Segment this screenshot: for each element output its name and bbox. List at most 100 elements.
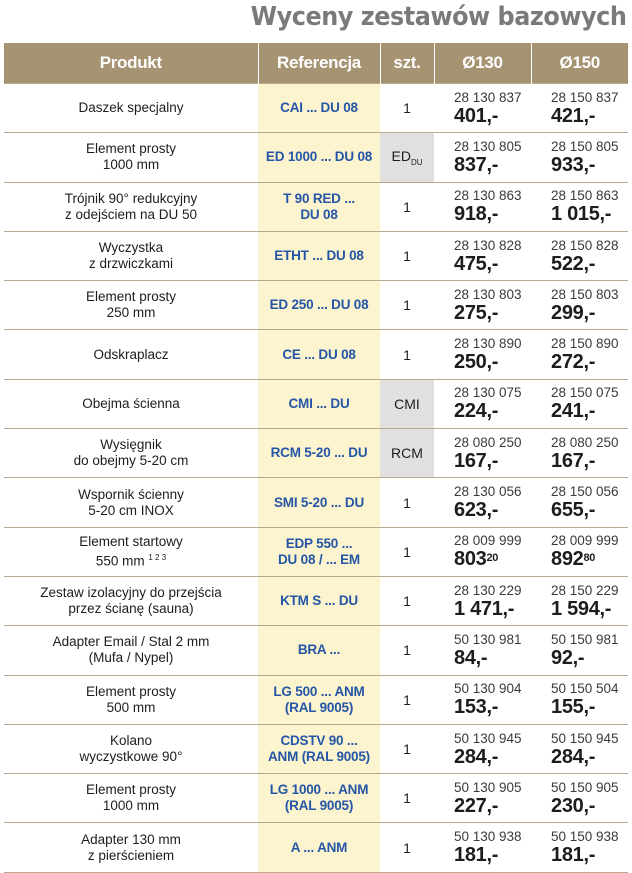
qty-value: 1 bbox=[403, 248, 411, 265]
qty-value: 1 bbox=[403, 691, 411, 708]
price-cell-150: 28 150 229 1 594,- bbox=[531, 575, 628, 626]
reference-line-1: ETHT ... DU 08 bbox=[274, 248, 364, 264]
qty-cell: RCM bbox=[380, 428, 434, 478]
price-cell-130: 28 130 837 401,- bbox=[434, 82, 531, 133]
price-150: 421,- bbox=[551, 104, 596, 127]
qty-cell: 1 bbox=[380, 82, 434, 133]
reference-line-1: RCM 5-20 ... DU bbox=[270, 445, 368, 461]
qty-cell: EDDU bbox=[380, 132, 434, 183]
article-code-150: 50 150 504 bbox=[551, 681, 619, 697]
reference-line-1: T 90 RED ... bbox=[283, 190, 355, 206]
article-code-130: 28 080 250 bbox=[454, 434, 522, 450]
product-detail: 1000 mm bbox=[102, 798, 160, 814]
article-code-130: 28 130 863 bbox=[454, 188, 522, 204]
price-cell-150: 28 080 250 167,- bbox=[531, 428, 628, 478]
price-cell-130: 28 130 863 918,- bbox=[434, 181, 531, 232]
article-code-150: 28 150 890 bbox=[551, 336, 619, 352]
price-150: 1 594,- bbox=[551, 597, 612, 620]
product-detail: 500 mm bbox=[106, 699, 156, 715]
table-row: Daszek specjalny CAI ... DU 08 1 28 130 837… bbox=[4, 82, 628, 133]
product-detail: 5-20 cm INOX bbox=[88, 502, 174, 518]
price-150: 299,- bbox=[551, 301, 596, 324]
price-cell-150: 28 150 890 272,- bbox=[531, 329, 628, 380]
qty-value: 1 bbox=[403, 543, 411, 560]
reference-cell: CDSTV 90 ... ANM (RAL 9005) bbox=[258, 723, 380, 774]
price-130: 250,- bbox=[454, 351, 499, 374]
price-cell-130: 50 130 904 153,- bbox=[434, 674, 531, 725]
price-130: 275,- bbox=[454, 301, 499, 324]
price-130: 167,- bbox=[454, 449, 499, 472]
price-cell-150: 50 150 504 155,- bbox=[531, 674, 628, 725]
article-code-150: 28 150 863 bbox=[551, 188, 619, 204]
product-cell: Trójnik 90° redukcyjny z odejściem na DU … bbox=[4, 181, 258, 232]
reference-line-1: LG 1000 ... ANM bbox=[269, 782, 369, 798]
qty-value: 1 bbox=[403, 346, 411, 363]
qty-value: 1 bbox=[403, 297, 411, 314]
price-cell-130: 50 130 905 227,- bbox=[434, 773, 531, 823]
product-name: Wspornik ścienny bbox=[78, 486, 184, 502]
product-cell: Element prosty 500 mm bbox=[4, 674, 258, 725]
product-name: Element prosty bbox=[85, 782, 177, 798]
price-150: 933,- bbox=[551, 153, 596, 176]
price-cell-130: 28 130 805 837,- bbox=[434, 132, 531, 183]
price-130: 284,- bbox=[454, 745, 499, 768]
product-cell: Daszek specjalny bbox=[4, 82, 258, 133]
product-cell: Odskraplacz bbox=[4, 329, 258, 380]
header-reference: Referencja bbox=[258, 43, 381, 84]
article-code-150: 28 150 805 bbox=[551, 138, 619, 154]
qty-value: CMI bbox=[394, 395, 420, 412]
reference-line-1: CE ... DU 08 bbox=[282, 346, 356, 362]
product-detail: 250 mm bbox=[106, 305, 156, 321]
product-name: Adapter Email / Stal 2 mm bbox=[52, 634, 210, 650]
qty-cell: 1 bbox=[380, 575, 434, 626]
product-cell: Obejma ścienna bbox=[4, 378, 258, 429]
article-code-130: 28 130 890 bbox=[454, 336, 522, 352]
reference-cell: T 90 RED ... DU 08 bbox=[258, 181, 380, 232]
table-row: Wyczystka z drzwiczkami ETHT ... DU 08 1 28 … bbox=[4, 230, 628, 281]
price-cell-150: 28 150 075 241,- bbox=[531, 378, 628, 429]
price-150: 655,- bbox=[551, 499, 596, 522]
article-code-150: 28 150 803 bbox=[551, 286, 619, 302]
article-code-130: 28 130 056 bbox=[454, 484, 522, 500]
price-130-cents: 20 bbox=[486, 552, 499, 565]
article-code-130: 50 130 945 bbox=[454, 730, 522, 746]
price-130: 227,- bbox=[454, 794, 499, 817]
product-cell: Kolano wyczystkowe 90° bbox=[4, 723, 258, 774]
article-code-150: 50 150 945 bbox=[551, 730, 619, 746]
product-cell: Wyczystka z drzwiczkami bbox=[4, 230, 258, 281]
price-130: 623,- bbox=[454, 499, 499, 522]
qty-value: RCM bbox=[391, 445, 423, 462]
table-header-row: Produkt Referencja szt. Ø130 Ø150 bbox=[4, 43, 628, 84]
reference-cell: CMI ... DU bbox=[258, 378, 380, 429]
table-row: Element prosty 1000 mm LG 1000 ... ANM (RAL… bbox=[4, 773, 628, 823]
product-cell: Wysięgnik do obejmy 5-20 cm bbox=[4, 428, 258, 478]
qty-cell: 1 bbox=[380, 280, 434, 330]
price-130: 181,- bbox=[454, 844, 499, 867]
reference-line-1: CDSTV 90 ... bbox=[280, 733, 358, 748]
price-cell-150: 28 150 828 522,- bbox=[531, 230, 628, 281]
price-150: 284,- bbox=[551, 745, 596, 768]
qty-value: 1 bbox=[403, 790, 411, 807]
table-row: Odskraplacz CE ... DU 08 1 28 130 890 250,- 2… bbox=[4, 329, 628, 380]
reference-line-1: LG 500 ... ANM bbox=[273, 683, 365, 699]
qty-value: 1 bbox=[403, 741, 411, 757]
qty-cell: 1 bbox=[380, 230, 434, 281]
article-code-150: 28 150 056 bbox=[551, 484, 619, 500]
reference-line-1: KTM S ... DU bbox=[280, 593, 358, 609]
price-130: 80320 bbox=[454, 548, 499, 571]
price-cell-150: 28 150 803 299,- bbox=[531, 280, 628, 330]
header-d150: Ø150 bbox=[531, 43, 628, 84]
price-150-cents: 80 bbox=[583, 552, 596, 565]
table-row: Element prosty 500 mm LG 500 ... ANM (RAL 9… bbox=[4, 674, 628, 725]
product-name: Adapter 130 mm bbox=[81, 831, 181, 847]
product-name: Zestaw izolacyjny do przejścia bbox=[40, 585, 222, 601]
qty-cell: 1 bbox=[380, 329, 434, 380]
product-detail: z pierścieniem bbox=[87, 847, 175, 863]
price-cell-130: 28 130 229 1 471,- bbox=[434, 575, 531, 626]
qty-subscript: DU bbox=[410, 157, 423, 167]
price-cell-150: 28 009 999 89280 bbox=[531, 526, 628, 577]
article-code-150: 28 150 075 bbox=[551, 385, 619, 401]
reference-line-1: ED 250 ... DU 08 bbox=[269, 297, 369, 313]
reference-line-1: ED 1000 ... DU 08 bbox=[265, 149, 373, 165]
reference-cell: A ... ANM bbox=[258, 822, 380, 873]
